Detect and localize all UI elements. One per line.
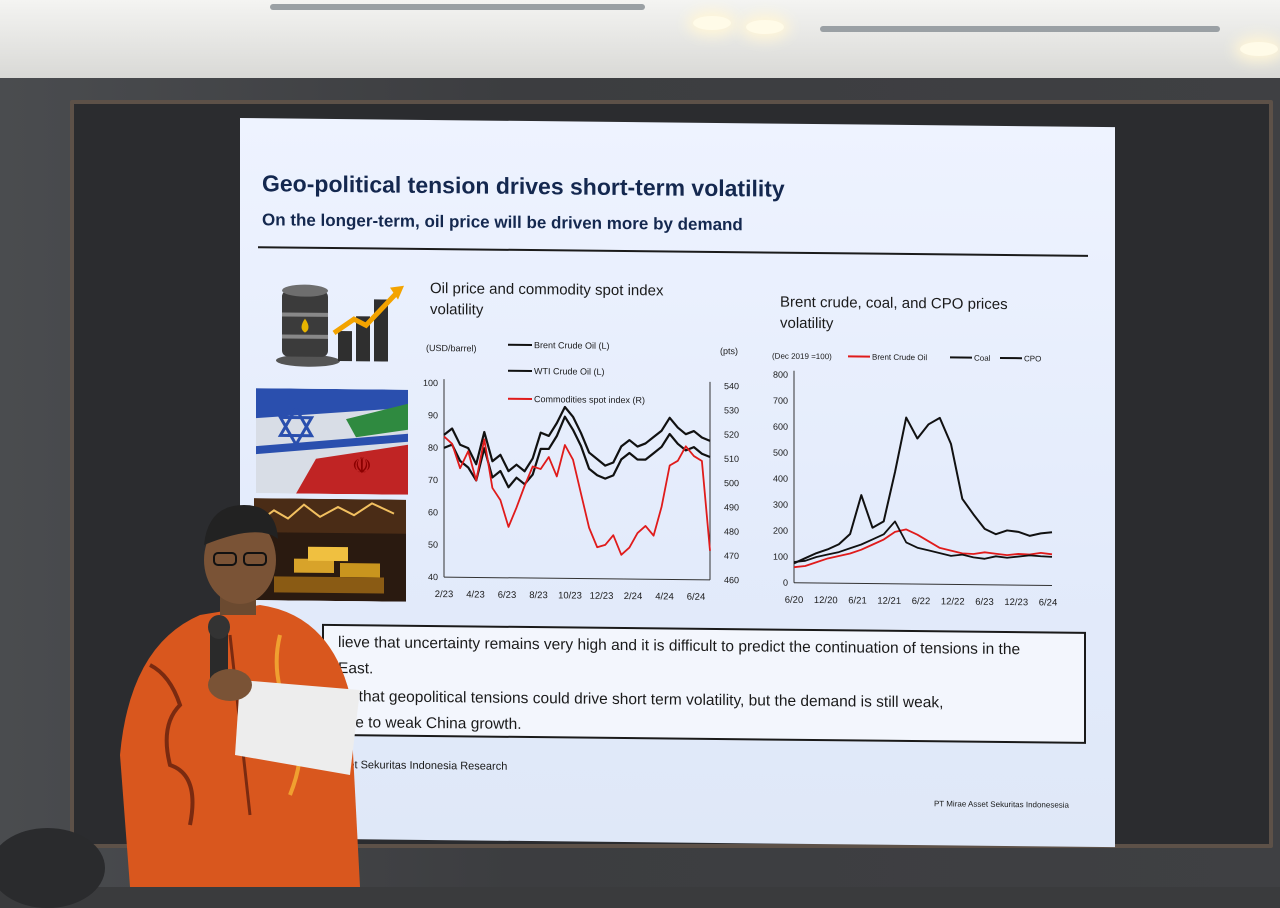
y-tick-label: 700 [773,396,788,406]
right-axis-unit: (pts) [720,346,738,356]
oil-barrel-chart-illustration [268,270,408,371]
x-tick-label: 12/23 [590,591,614,602]
y-tick-label: 400 [773,474,788,484]
ceiling-strip [820,26,1220,32]
right-tick-label: 510 [724,454,739,464]
presentation-slide: Geo-political tension drives short-term … [240,118,1115,847]
x-tick-label: 6/21 [848,595,866,606]
ceiling [0,0,1280,78]
x-tick-label: 6/22 [912,596,930,607]
ceiling-lamp [1240,42,1278,56]
legend-label-1: Brent Crude Oil (L) [534,340,610,351]
x-tick-label: 12/20 [814,595,838,606]
x-axis-line [794,583,1052,586]
left-tick-label: 70 [428,475,438,485]
y-tick-label: 100 [773,552,788,562]
x-tick-label: 12/22 [941,596,965,607]
x-tick-label: 12/21 [877,596,901,607]
y-tick-label: 500 [773,448,788,458]
x-tick-label: 12/23 [1004,597,1028,608]
legend-label-2: Coal [974,354,991,363]
x-tick-label: 6/24 [1039,597,1057,608]
right-tick-label: 520 [724,430,739,440]
bullet-1-line-1: lieve that uncertainty remains very high… [338,630,1020,663]
right-tick-label: 460 [724,575,739,585]
chart2-title: Brent crude, coal, and CPO prices volati… [780,292,1008,336]
legend-label-3: Commodities spot index (R) [534,394,645,405]
y-tick-label: 600 [773,422,788,432]
svg-text:☫: ☫ [352,453,372,478]
y-tick-label: 200 [773,526,788,536]
presenter-figure [110,505,370,887]
left-tick-label: 40 [428,572,438,582]
ceiling-lamp [693,16,731,30]
unit-label: (Dec 2019 =100) [772,352,832,362]
oil-barrel-icon [268,270,408,371]
legend-label-1: Brent Crude Oil [872,353,927,363]
israel-iran-flags-icon: ☫ [256,388,408,495]
ceiling-strip [270,4,645,10]
x-tick-label: 2/24 [624,591,642,602]
x-tick-label: 6/20 [785,595,803,606]
right-tick-label: 540 [724,381,739,391]
right-tick-label: 500 [724,478,739,488]
oil-commodity-chart: (USD/barrel) (pts) 40 50 60 70 80 90 100 460 470 48… [410,325,750,609]
left-tick-label: 100 [423,378,438,388]
left-tick-label: 90 [428,410,438,420]
x-tick-label: 4/23 [466,589,484,600]
chair [0,828,105,908]
left-tick-label: 80 [428,443,438,453]
x-tick-label: 2/23 [435,589,453,600]
right-tick-label: 470 [724,551,739,561]
chart1-title: Oil price and commodity spot index volat… [430,278,663,322]
slide-subtitle: On the longer-term, oil price will be dr… [262,210,743,235]
right-tick-label: 530 [724,405,739,415]
x-tick-label: 6/23 [975,597,993,608]
y-tick-label: 300 [773,500,788,510]
x-tick-label: 8/23 [529,590,547,601]
company-footer: PT Mirae Asset Sekuritas Indonesesia [934,799,1069,809]
x-tick-label: 10/23 [558,590,582,601]
slide-title: Geo-political tension drives short-term … [262,170,785,202]
y-tick-label: 0 [783,578,788,588]
left-tick-label: 50 [428,540,438,550]
x-axis-line [444,577,710,580]
legend-label-3: CPO [1024,354,1041,363]
x-tick-label: 6/24 [687,592,705,603]
left-axis-unit: (USD/barrel) [426,343,477,354]
x-tick-label: 6/23 [498,590,516,601]
chart2-title-line1: Brent crude, coal, and CPO prices [780,292,1008,315]
legend-label-2: WTI Crude Oil (L) [534,366,605,377]
key-points-box: lieve that uncertainty remains very high… [322,624,1086,744]
ceiling-lamp [746,20,784,34]
right-tick-label: 480 [724,527,739,537]
chart1-title-line2: volatility [430,299,663,322]
series-line-2 [794,416,1052,566]
right-tick-label: 490 [724,502,739,512]
x-tick-label: 4/24 [655,591,673,602]
left-tick-label: 60 [428,507,438,517]
chart1-title-line1: Oil price and commodity spot index [430,278,663,301]
title-divider [258,246,1088,257]
chart2-title-line2: volatility [780,313,1008,336]
brent-coal-cpo-chart: (Dec 2019 =100) 0 100 200 300 400 500 600 700 800… [760,338,1080,611]
flags-illustration: ☫ [256,388,408,495]
y-tick-label: 800 [773,370,788,380]
